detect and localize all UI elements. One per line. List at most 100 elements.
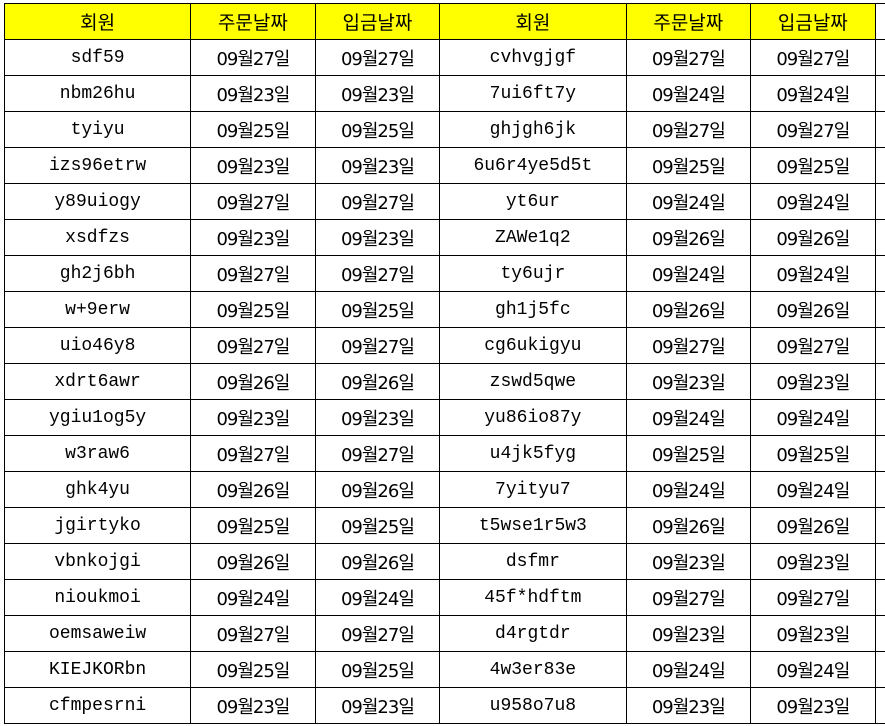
cell-member-2[interactable]: zswd5qwe [439,363,627,400]
empty-cell[interactable] [874,39,885,76]
cell-deposit-date-2[interactable]: 09월23일 [750,543,876,580]
cell-deposit-date[interactable]: 09월27일 [314,255,441,292]
cell-order-date-2[interactable]: 09월24일 [625,399,752,436]
cell-order-date-2[interactable]: 09월25일 [625,435,752,472]
cell-deposit-date[interactable]: 09월27일 [314,615,441,652]
cell-deposit-date[interactable]: 09월26일 [314,363,441,400]
cell-order-date[interactable]: 09월25일 [190,111,316,148]
cell-order-date-2[interactable]: 09월27일 [625,579,752,616]
cell-deposit-date-2[interactable]: 09월24일 [750,651,876,688]
cell-order-date[interactable]: 09월26일 [190,543,316,580]
cell-deposit-date-2[interactable]: 09월25일 [750,147,876,184]
cell-member-2[interactable]: yu86io87y [439,399,627,436]
cell-member-2[interactable]: 7ui6ft7y [439,75,627,112]
cell-order-date-2[interactable]: 09월23일 [625,615,752,652]
empty-cell[interactable] [874,327,885,364]
cell-deposit-date-2[interactable]: 09월26일 [750,291,876,328]
cell-deposit-date-2[interactable]: 09월23일 [750,687,876,724]
cell-deposit-date[interactable]: 09월25일 [314,507,441,544]
cell-deposit-date[interactable]: 09월25일 [314,111,441,148]
cell-deposit-date[interactable]: 09월25일 [314,651,441,688]
cell-order-date-2[interactable]: 09월26일 [625,291,752,328]
cell-order-date[interactable]: 09월27일 [190,435,316,472]
cell-order-date[interactable]: 09월26일 [190,363,316,400]
cell-member-2[interactable]: t5wse1r5w3 [439,507,627,544]
cell-member[interactable]: xsdfzs [3,219,192,256]
cell-deposit-date[interactable]: 09월24일 [314,579,441,616]
cell-order-date[interactable]: 09월23일 [190,147,316,184]
cell-deposit-date-2[interactable]: 09월24일 [750,75,876,112]
cell-order-date-2[interactable]: 09월26일 [625,219,752,256]
cell-order-date[interactable]: 09월23일 [190,687,316,724]
cell-member-2[interactable]: dsfmr [439,543,627,580]
cell-member[interactable]: sdf59 [3,39,192,76]
cell-member[interactable]: izs96etrw [3,147,192,184]
cell-order-date-2[interactable]: 09월24일 [625,255,752,292]
cell-deposit-date[interactable]: 09월23일 [314,75,441,112]
cell-deposit-date[interactable]: 09월27일 [314,327,441,364]
cell-deposit-date[interactable]: 09월27일 [314,39,441,76]
cell-order-date-2[interactable]: 09월25일 [625,147,752,184]
cell-deposit-date-2[interactable]: 09월26일 [750,507,876,544]
cell-order-date[interactable]: 09월26일 [190,471,316,508]
cell-deposit-date[interactable]: 09월25일 [314,291,441,328]
cell-deposit-date[interactable]: 09월23일 [314,399,441,436]
cell-order-date-2[interactable]: 09월23일 [625,363,752,400]
header-member-2[interactable]: 회원 [439,3,627,40]
cell-deposit-date-2[interactable]: 09월24일 [750,471,876,508]
cell-order-date-2[interactable]: 09월26일 [625,507,752,544]
empty-cell[interactable] [874,183,885,220]
cell-deposit-date[interactable]: 09월23일 [314,147,441,184]
cell-member[interactable]: cfmpesrni [3,687,192,724]
cell-deposit-date-2[interactable]: 09월24일 [750,255,876,292]
cell-deposit-date-2[interactable]: 09월23일 [750,363,876,400]
cell-order-date[interactable]: 09월27일 [190,615,316,652]
cell-member-2[interactable]: ZAWe1q2 [439,219,627,256]
cell-deposit-date-2[interactable]: 09월24일 [750,183,876,220]
empty-cell[interactable] [874,363,885,400]
cell-member-2[interactable]: 45f*hdftm [439,579,627,616]
cell-member[interactable]: w3raw6 [3,435,192,472]
cell-order-date[interactable]: 09월23일 [190,219,316,256]
cell-member[interactable]: nbm26hu [3,75,192,112]
cell-order-date-2[interactable]: 09월23일 [625,543,752,580]
empty-cell[interactable] [874,471,885,508]
header-deposit-date[interactable]: 입금날짜 [314,3,441,40]
cell-deposit-date-2[interactable]: 09월23일 [750,615,876,652]
cell-order-date[interactable]: 09월27일 [190,39,316,76]
cell-order-date-2[interactable]: 09월27일 [625,39,752,76]
cell-member-2[interactable]: cvhvgjgf [439,39,627,76]
cell-member-2[interactable]: ghjgh6jk [439,111,627,148]
cell-deposit-date-2[interactable]: 09월25일 [750,435,876,472]
empty-cell[interactable] [874,3,885,40]
cell-deposit-date-2[interactable]: 09월27일 [750,39,876,76]
cell-order-date-2[interactable]: 09월27일 [625,111,752,148]
empty-cell[interactable] [874,615,885,652]
cell-order-date[interactable]: 09월24일 [190,579,316,616]
empty-cell[interactable] [874,399,885,436]
cell-member[interactable]: w+9erw [3,291,192,328]
cell-order-date[interactable]: 09월23일 [190,399,316,436]
cell-order-date[interactable]: 09월25일 [190,291,316,328]
empty-cell[interactable] [874,579,885,616]
empty-cell[interactable] [874,291,885,328]
cell-order-date-2[interactable]: 09월24일 [625,651,752,688]
cell-member[interactable]: y89uiogy [3,183,192,220]
cell-deposit-date-2[interactable]: 09월27일 [750,111,876,148]
cell-order-date[interactable]: 09월23일 [190,75,316,112]
cell-order-date[interactable]: 09월27일 [190,255,316,292]
cell-member-2[interactable]: cg6ukigyu [439,327,627,364]
cell-deposit-date-2[interactable]: 09월24일 [750,399,876,436]
cell-member[interactable]: oemsaweiw [3,615,192,652]
cell-order-date-2[interactable]: 09월24일 [625,183,752,220]
cell-member-2[interactable]: u958o7u8 [439,687,627,724]
empty-cell[interactable] [874,75,885,112]
cell-member[interactable]: tyiyu [3,111,192,148]
header-order-date-2[interactable]: 주문날짜 [625,3,752,40]
cell-deposit-date-2[interactable]: 09월27일 [750,327,876,364]
cell-member-2[interactable]: 6u6r4ye5d5t [439,147,627,184]
cell-member[interactable]: ygiu1og5y [3,399,192,436]
cell-member[interactable]: jgirtyko [3,507,192,544]
cell-member-2[interactable]: 4w3er83e [439,651,627,688]
cell-order-date-2[interactable]: 09월24일 [625,75,752,112]
